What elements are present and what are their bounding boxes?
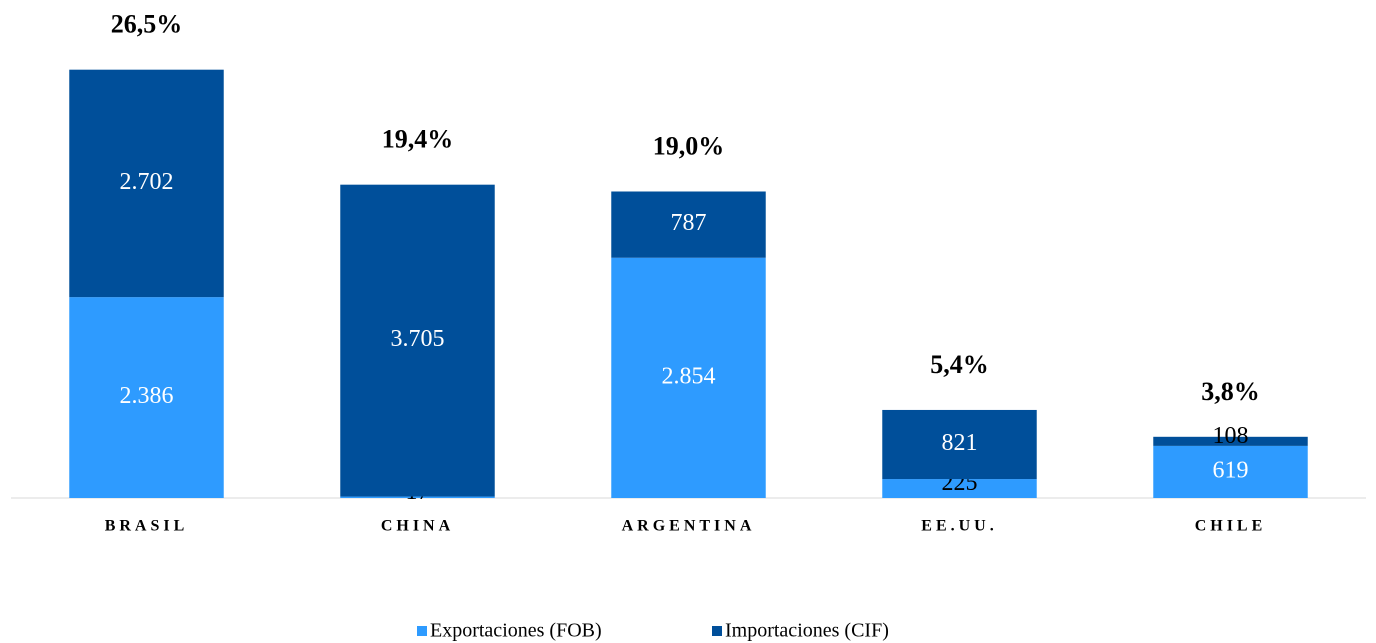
bar-segment <box>611 257 766 498</box>
value-label: 619 <box>1213 457 1249 483</box>
x-tick-label: ARGENTINA <box>622 518 756 535</box>
value-label: 821 <box>942 430 978 456</box>
legend-swatch <box>712 626 722 636</box>
x-tick-label: CHILE <box>1195 518 1267 535</box>
value-label: 3.705 <box>391 326 445 352</box>
x-tick-label: CHINA <box>381 518 454 535</box>
bar-segment <box>882 479 1037 498</box>
legend-label: Importaciones (CIF) <box>725 620 889 642</box>
percent-label: 5,4% <box>930 350 989 379</box>
percent-label: 19,4% <box>382 125 454 154</box>
bar-segment <box>1153 445 1308 498</box>
bar-segment <box>69 297 224 498</box>
bar-segment <box>1153 436 1308 446</box>
value-label: 108 <box>1213 423 1249 449</box>
bar-segment <box>69 69 224 298</box>
value-label: 2.702 <box>120 169 174 195</box>
x-tick-label: EE.UU. <box>921 518 997 535</box>
value-label: 2.854 <box>662 363 716 389</box>
bar-segment <box>882 409 1037 480</box>
bar-segment <box>340 496 495 498</box>
legend-swatch <box>417 626 427 636</box>
value-label: 787 <box>671 210 707 236</box>
bar-segment <box>611 191 766 258</box>
legend-label: Exportaciones (FOB) <box>430 620 602 642</box>
bar-segment <box>340 184 495 497</box>
x-tick-label: BRASIL <box>105 518 189 535</box>
percent-label: 26,5% <box>111 10 183 39</box>
value-label: 2.386 <box>120 383 174 409</box>
percent-label: 3,8% <box>1201 377 1260 406</box>
percent-label: 19,0% <box>653 131 725 160</box>
